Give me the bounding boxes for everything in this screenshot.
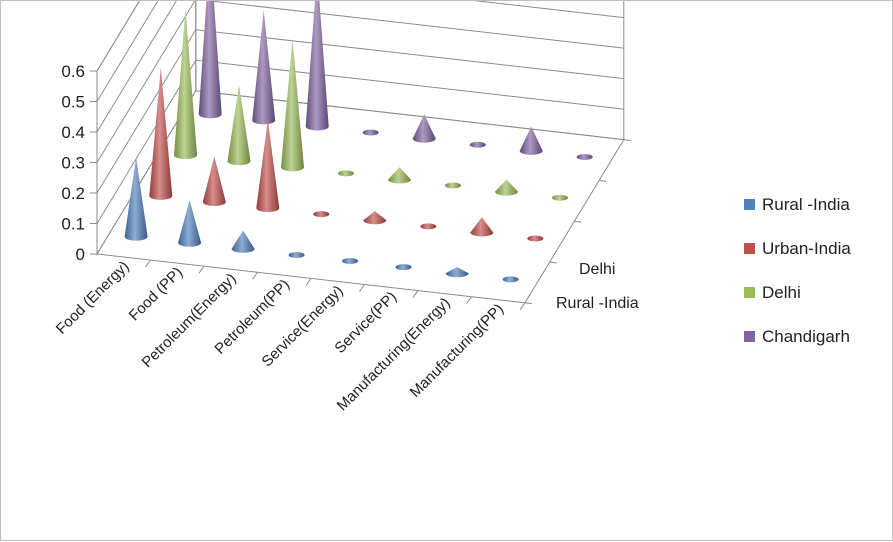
x-tick-mark xyxy=(305,278,312,286)
y-tick-label: 0.4 xyxy=(61,123,85,142)
cone xyxy=(227,84,251,166)
cone xyxy=(420,223,437,230)
legend-item: Chandigarh xyxy=(744,327,850,346)
category-axis-labels: Food (Energy)Food (PP)Petroleum(Energy)P… xyxy=(53,258,507,415)
cone xyxy=(576,153,593,160)
cone xyxy=(124,157,148,241)
chart-gridlines xyxy=(96,1,624,224)
x-tick-mark xyxy=(519,302,526,311)
cone xyxy=(470,217,494,237)
x-tick-mark xyxy=(252,272,258,280)
gridline xyxy=(96,1,624,163)
chart-legend: Rural -India Urban-India Delhi Chandigarh xyxy=(744,195,851,346)
cone xyxy=(445,182,461,189)
x-category-label: Food (PP) xyxy=(126,264,186,324)
cone xyxy=(519,126,543,155)
cone xyxy=(388,167,411,184)
gridline xyxy=(96,1,624,133)
cone xyxy=(363,211,387,225)
y-tick-label: 0.2 xyxy=(61,184,85,203)
cone xyxy=(174,8,197,160)
legend-item: Delhi xyxy=(744,283,801,302)
x-tick-mark xyxy=(198,265,205,274)
cone xyxy=(469,141,486,148)
cone xyxy=(305,1,329,131)
cone xyxy=(527,235,544,242)
x-tick-mark xyxy=(466,296,472,304)
legend-swatch xyxy=(744,243,755,254)
x-tick-mark xyxy=(412,290,419,298)
chart-cones xyxy=(124,1,593,283)
cone xyxy=(231,230,255,253)
depth-tick-mark xyxy=(623,139,631,142)
legend-item: Rural -India xyxy=(744,195,850,214)
cone xyxy=(198,1,222,119)
cone xyxy=(178,200,202,247)
legend-swatch xyxy=(744,331,755,342)
gridline xyxy=(96,29,624,194)
x-category-label: Food (Energy) xyxy=(53,258,133,338)
y-tick-label: 0 xyxy=(76,245,85,264)
y-tick-label: 0.5 xyxy=(61,93,85,112)
cone xyxy=(395,264,412,271)
cone xyxy=(281,39,304,172)
depth-tick-mark xyxy=(599,179,607,182)
y-tick-label: 0.6 xyxy=(61,62,85,81)
cone xyxy=(338,170,354,177)
x-tick-mark xyxy=(145,259,151,268)
gridline xyxy=(96,59,624,224)
depth-axis-label: Delhi xyxy=(579,261,615,278)
legend-swatch xyxy=(744,199,755,210)
gridline xyxy=(96,1,159,102)
cone xyxy=(495,179,518,196)
cone xyxy=(202,156,226,206)
y-axis-ticks: 0 0.1 0.2 0.3 0.4 0.5 0.6 xyxy=(61,62,97,264)
cone xyxy=(256,119,280,213)
depth-axis-label: Rural -India xyxy=(556,295,639,312)
cone xyxy=(552,194,568,201)
x-tick-mark xyxy=(359,284,365,292)
depth-tick-mark xyxy=(574,220,582,223)
depth-tick-mark xyxy=(524,302,533,305)
cone xyxy=(149,67,173,200)
cone xyxy=(342,258,359,265)
cone xyxy=(412,114,436,143)
depth-axis-labels: Rural -India Delhi xyxy=(556,261,639,312)
depth-tick-mark xyxy=(549,261,557,264)
x-category-label: Manufacturing(Energy) xyxy=(334,294,454,414)
gridline xyxy=(96,1,140,72)
legend-label: Delhi xyxy=(762,283,801,302)
legend-label: Chandigarh xyxy=(762,327,850,346)
cone xyxy=(362,129,379,136)
cone xyxy=(445,267,469,278)
y-tick-label: 0.1 xyxy=(61,215,85,234)
legend-item: Urban-India xyxy=(744,239,851,258)
legend-swatch xyxy=(744,287,755,298)
cone xyxy=(252,10,276,125)
y-tick-label: 0.3 xyxy=(61,154,85,173)
cone xyxy=(502,276,519,283)
cone xyxy=(313,211,330,218)
cone xyxy=(288,251,305,258)
legend-label: Urban-India xyxy=(762,239,851,258)
legend-label: Rural -India xyxy=(762,195,850,214)
